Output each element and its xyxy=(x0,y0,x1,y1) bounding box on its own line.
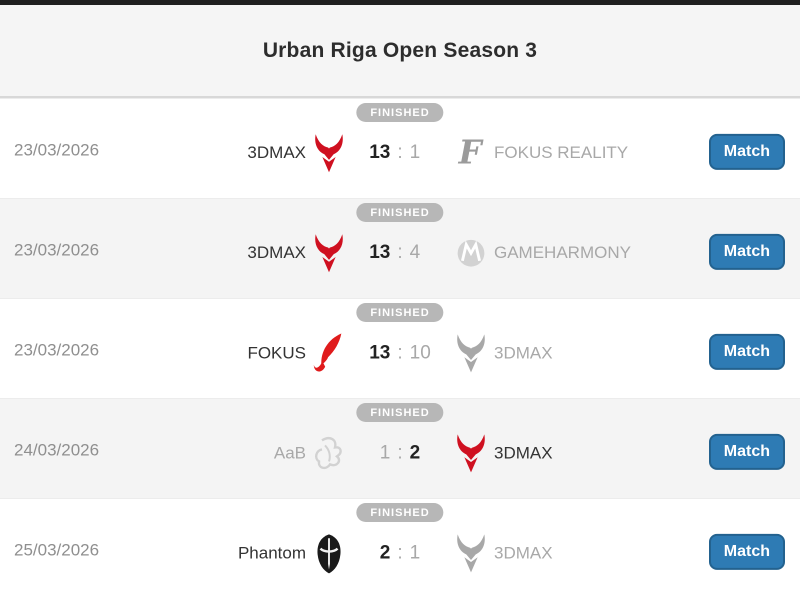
svg-text:F: F xyxy=(458,133,484,171)
match-date: 23/03/2026 xyxy=(14,140,100,160)
match-date: 25/03/2026 xyxy=(14,540,100,560)
match-button[interactable]: Match xyxy=(708,533,785,570)
team2-name: 3DMAX xyxy=(494,542,553,562)
match-date: 24/03/2026 xyxy=(14,440,100,460)
score-separator: : xyxy=(397,541,403,563)
match-row[interactable]: FINISHED 23/03/2026 3DMAX 13 : 1 xyxy=(0,98,800,198)
match-summary: 3DMAX 13 : 1 F FOKUS REALI xyxy=(146,132,654,174)
3dmax-devil-icon xyxy=(448,432,494,474)
match-date: 23/03/2026 xyxy=(14,240,100,260)
gameharmony-globe-icon xyxy=(448,232,494,274)
team1-score: 2 xyxy=(379,541,391,563)
team1-name: Phantom xyxy=(237,542,306,562)
status-badge: FINISHED xyxy=(356,203,444,222)
team2-name: FOKUS REALITY xyxy=(494,142,629,162)
team1-name: 3DMAX xyxy=(247,142,306,162)
team2-name: GAMEHARMONY xyxy=(494,242,631,262)
team2-name: 3DMAX xyxy=(494,342,553,362)
aab-crest-icon xyxy=(306,431,352,475)
3dmax-devil-icon xyxy=(306,232,352,274)
score: 1 : 2 xyxy=(352,442,448,464)
score: 13 : 4 xyxy=(352,242,448,264)
team1-score: 13 xyxy=(369,241,391,263)
team2-score: 10 xyxy=(409,341,431,363)
score: 2 : 1 xyxy=(352,542,448,564)
team2-score: 4 xyxy=(409,241,421,263)
fokus-flame-icon xyxy=(306,331,352,375)
match-button[interactable]: Match xyxy=(708,233,785,270)
score-separator: : xyxy=(397,441,403,463)
team1-name: 3DMAX xyxy=(247,242,306,262)
score: 13 : 10 xyxy=(352,342,448,364)
status-badge: FINISHED xyxy=(356,103,444,122)
score-separator: : xyxy=(397,341,403,363)
status-badge: FINISHED xyxy=(356,403,444,422)
match-row[interactable]: FINISHED 25/03/2026 Phantom 2 : 1 xyxy=(0,498,800,598)
team1-score: 13 xyxy=(369,141,391,163)
score: 13 : 1 xyxy=(352,142,448,164)
team1-name: AaB xyxy=(273,442,306,462)
match-button[interactable]: Match xyxy=(708,333,785,370)
fokus-f-icon: F xyxy=(448,132,494,174)
phantom-helmet-icon xyxy=(306,531,352,575)
team2-score: 1 xyxy=(409,141,421,163)
team2-score: 2 xyxy=(409,441,421,463)
match-row[interactable]: FINISHED 23/03/2026 FOKUS 13 : 10 xyxy=(0,298,800,398)
page-title: Urban Riga Open Season 3 xyxy=(262,38,538,62)
match-row[interactable]: FINISHED 24/03/2026 AaB 1 : 2 xyxy=(0,398,800,498)
match-date: 23/03/2026 xyxy=(14,340,100,360)
match-row[interactable]: FINISHED 23/03/2026 3DMAX 13 : 4 xyxy=(0,198,800,298)
top-bar xyxy=(0,0,800,5)
team2-score: 1 xyxy=(409,541,421,563)
team1-score: 13 xyxy=(369,341,391,363)
status-badge: FINISHED xyxy=(356,303,444,322)
3dmax-devil-gray-icon xyxy=(448,332,494,374)
match-button[interactable]: Match xyxy=(708,433,785,470)
match-summary: AaB 1 : 2 3D xyxy=(146,431,654,475)
team1-score: 1 xyxy=(379,441,391,463)
match-summary: 3DMAX 13 : 4 xyxy=(146,232,654,274)
score-separator: : xyxy=(397,141,403,163)
match-button[interactable]: Match xyxy=(708,133,785,170)
event-header: Urban Riga Open Season 3 xyxy=(0,5,800,98)
match-summary: FOKUS 13 : 10 xyxy=(146,331,654,375)
team2-name: 3DMAX xyxy=(494,442,553,462)
3dmax-devil-gray-icon xyxy=(448,532,494,574)
3dmax-devil-icon xyxy=(306,132,352,174)
match-summary: Phantom 2 : 1 xyxy=(146,531,654,575)
team1-name: FOKUS xyxy=(247,342,306,362)
score-separator: : xyxy=(397,241,403,263)
match-list: FINISHED 23/03/2026 3DMAX 13 : 1 xyxy=(0,98,800,598)
status-badge: FINISHED xyxy=(356,503,444,522)
